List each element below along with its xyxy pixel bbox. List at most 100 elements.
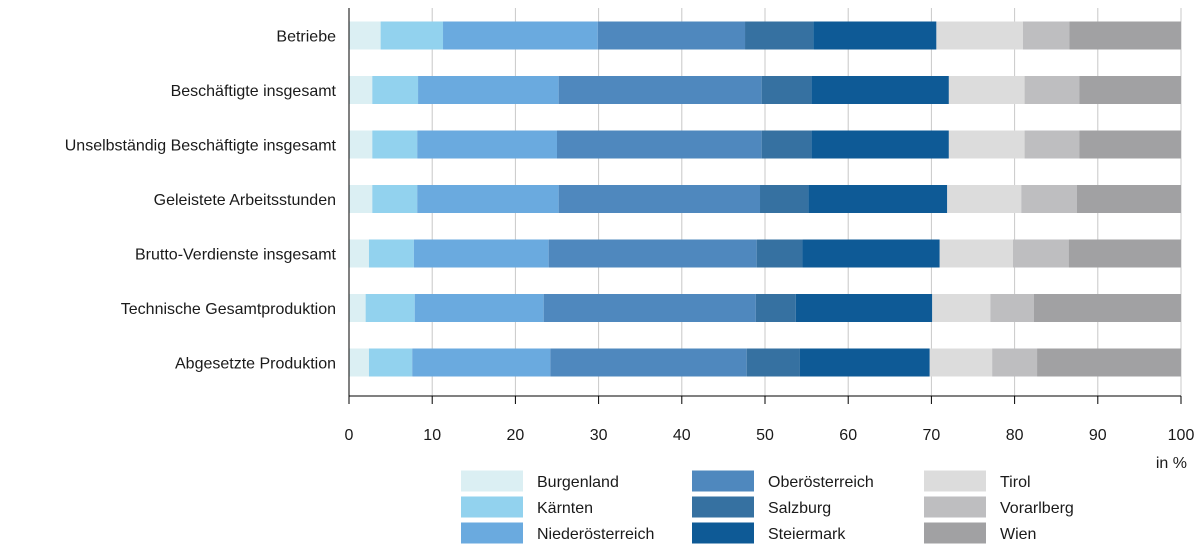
legend-item: Salzburg xyxy=(692,496,831,518)
bar-segment xyxy=(349,21,381,50)
legend-swatch xyxy=(924,470,986,492)
bar-segment xyxy=(1079,76,1181,104)
bar-segment xyxy=(548,239,757,268)
bar-segment xyxy=(802,239,940,268)
bar-segment xyxy=(372,76,419,104)
bar-segment xyxy=(414,294,544,322)
bar-segment xyxy=(349,348,369,377)
legend-item: Wien xyxy=(924,522,1036,544)
x-tick-label: 30 xyxy=(590,427,608,444)
bar-segment xyxy=(1022,21,1070,50)
category-label: Technische Gesamtproduktion xyxy=(121,301,336,318)
legend-swatch xyxy=(692,522,754,544)
bar-segment xyxy=(1033,294,1181,322)
bar-segment xyxy=(543,294,756,322)
bar-segment xyxy=(1021,185,1077,213)
bar-segment xyxy=(811,76,949,104)
legend-label: Oberösterreich xyxy=(768,474,874,491)
x-axis-unit: in % xyxy=(1156,455,1187,472)
bar-segment xyxy=(558,185,761,213)
legend-swatch xyxy=(461,470,523,492)
legend-swatch xyxy=(692,470,754,492)
x-tick-label: 50 xyxy=(756,427,774,444)
bar-segment xyxy=(1024,76,1080,104)
bar-segment xyxy=(795,294,933,322)
x-tick-label: 0 xyxy=(345,427,354,444)
bar-segment xyxy=(349,130,373,159)
bar-segment xyxy=(760,185,809,213)
bar-segment xyxy=(349,185,373,213)
bar-segment xyxy=(413,239,549,268)
category-label: Brutto-Verdienste insgesamt xyxy=(135,247,337,264)
bar-segment xyxy=(992,348,1038,377)
bar-segment xyxy=(761,76,812,104)
x-tick-label: 70 xyxy=(923,427,941,444)
legend-label: Salzburg xyxy=(768,500,831,517)
legend-item: Burgenland xyxy=(461,470,619,492)
legend-label: Burgenland xyxy=(537,474,619,491)
bar-segment xyxy=(557,130,762,159)
x-tick-label: 80 xyxy=(1006,427,1024,444)
category-label: Beschäftigte insgesamt xyxy=(171,83,337,100)
legend-swatch xyxy=(924,496,986,518)
category-labels: Betriebe Beschäftigte insgesamt Unselbstän… xyxy=(65,29,337,373)
bar-segment xyxy=(368,239,414,268)
legend: Burgenland Kärnten Niederösterreich Oberöst… xyxy=(461,470,1074,544)
bar-segment xyxy=(755,294,796,322)
bar-segment xyxy=(799,348,930,377)
bar-segment xyxy=(558,76,762,104)
bar-segment xyxy=(380,21,444,50)
bar-segment xyxy=(746,348,800,377)
legend-swatch xyxy=(692,496,754,518)
legend-item: Kärnten xyxy=(461,496,593,518)
bar-segment xyxy=(1069,21,1181,50)
legend-label: Niederösterreich xyxy=(537,526,654,543)
x-tick-label: 40 xyxy=(673,427,691,444)
legend-item: Oberösterreich xyxy=(692,470,874,492)
bar-segment xyxy=(745,21,814,50)
bar-segment xyxy=(990,294,1034,322)
category-label: Abgesetzte Produktion xyxy=(175,356,336,373)
bar-segment xyxy=(948,130,1025,159)
bar-segment xyxy=(808,185,948,213)
bar-segment xyxy=(1068,239,1181,268)
category-label: Betriebe xyxy=(276,29,336,46)
x-tick-label: 100 xyxy=(1168,427,1195,444)
bar-segment xyxy=(756,239,803,268)
legend-label: Kärnten xyxy=(537,500,593,517)
bar-segment xyxy=(417,185,559,213)
bar-segment xyxy=(813,21,937,50)
bar-segment xyxy=(412,348,551,377)
legend-label: Wien xyxy=(1000,526,1036,543)
legend-label: Steiermark xyxy=(768,526,846,543)
bar-segment xyxy=(947,185,1022,213)
bar-segment xyxy=(417,130,557,159)
x-tick-label: 10 xyxy=(423,427,441,444)
bar-segment xyxy=(929,348,993,377)
bar-segment xyxy=(1024,130,1080,159)
legend-swatch xyxy=(461,522,523,544)
legend-swatch xyxy=(924,522,986,544)
bar-segment xyxy=(1079,130,1181,159)
bar-segment xyxy=(1012,239,1069,268)
legend-item: Vorarlberg xyxy=(924,496,1074,518)
legend-swatch xyxy=(461,496,523,518)
bar-segment xyxy=(443,21,598,50)
bar-segment xyxy=(550,348,747,377)
legend-label: Vorarlberg xyxy=(1000,500,1074,517)
bar-segment xyxy=(597,21,746,50)
bar-segment xyxy=(365,294,415,322)
bar-segment xyxy=(1037,348,1181,377)
bar-segment xyxy=(936,21,1023,50)
bar-segment xyxy=(761,130,812,159)
bar-segment xyxy=(948,76,1025,104)
legend-label: Tirol xyxy=(1000,474,1031,491)
bar-segment xyxy=(372,130,418,159)
legend-item: Niederösterreich xyxy=(461,522,654,544)
bar-segment xyxy=(811,130,949,159)
bar-segment xyxy=(349,239,369,268)
category-label: Unselbständig Beschäftigte insgesamt xyxy=(65,138,337,155)
category-label: Geleistete Arbeitsstunden xyxy=(154,192,336,209)
bar-segment xyxy=(349,294,366,322)
